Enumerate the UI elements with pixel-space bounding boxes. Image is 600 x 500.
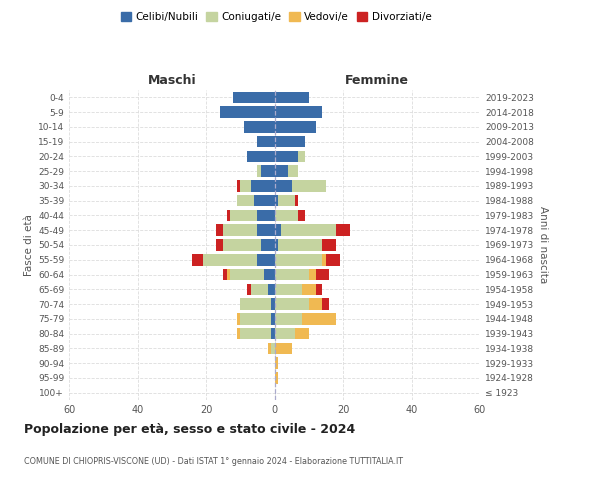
Bar <box>247 150 275 162</box>
Bar <box>288 166 298 177</box>
Bar <box>275 269 309 280</box>
Text: COMUNE DI CHIOPRIS-VISCONE (UD) - Dati ISTAT 1° gennaio 2024 - Elaborazione TUTT: COMUNE DI CHIOPRIS-VISCONE (UD) - Dati I… <box>24 458 403 466</box>
Bar <box>257 210 275 221</box>
Bar <box>309 298 322 310</box>
Bar <box>257 166 261 177</box>
Bar <box>309 269 316 280</box>
Bar <box>336 224 350 236</box>
Bar <box>223 224 257 236</box>
Bar <box>237 195 254 206</box>
Bar <box>275 239 278 251</box>
Bar <box>278 239 322 251</box>
Bar <box>216 224 223 236</box>
Bar <box>322 239 336 251</box>
Bar <box>275 136 305 147</box>
Bar <box>275 284 302 295</box>
Bar <box>316 269 329 280</box>
Text: Femmine: Femmine <box>345 74 409 87</box>
Bar <box>275 92 309 103</box>
Bar <box>254 195 275 206</box>
Bar <box>275 224 281 236</box>
Bar <box>275 166 288 177</box>
Bar <box>240 298 271 310</box>
Bar <box>275 328 295 340</box>
Bar <box>302 313 336 324</box>
Bar <box>268 342 271 354</box>
Bar <box>237 313 240 324</box>
Bar <box>257 136 275 147</box>
Bar <box>230 269 264 280</box>
Bar <box>257 254 275 266</box>
Bar <box>271 328 275 340</box>
Bar <box>240 328 271 340</box>
Bar <box>203 254 257 266</box>
Bar <box>192 254 203 266</box>
Bar <box>275 150 298 162</box>
Bar <box>278 195 295 206</box>
Bar <box>295 195 298 206</box>
Bar <box>298 150 305 162</box>
Bar <box>275 372 278 384</box>
Bar <box>216 239 223 251</box>
Bar <box>251 284 268 295</box>
Bar <box>275 210 298 221</box>
Bar <box>230 210 257 221</box>
Bar <box>227 210 230 221</box>
Bar <box>271 313 275 324</box>
Bar <box>275 342 292 354</box>
Text: Popolazione per età, sesso e stato civile - 2024: Popolazione per età, sesso e stato civil… <box>24 422 355 436</box>
Bar <box>233 92 275 103</box>
Bar <box>261 166 275 177</box>
Bar <box>275 180 292 192</box>
Bar <box>275 121 316 132</box>
Bar <box>275 358 278 369</box>
Y-axis label: Fasce di età: Fasce di età <box>24 214 34 276</box>
Bar <box>302 284 316 295</box>
Bar <box>295 328 309 340</box>
Bar <box>326 254 340 266</box>
Bar <box>298 210 305 221</box>
Bar <box>244 121 275 132</box>
Bar <box>240 313 271 324</box>
Bar <box>275 254 322 266</box>
Bar <box>275 298 309 310</box>
Bar <box>271 342 275 354</box>
Bar <box>220 106 275 118</box>
Bar <box>264 269 275 280</box>
Bar <box>240 180 251 192</box>
Bar <box>247 284 251 295</box>
Legend: Celibi/Nubili, Coniugati/e, Vedovi/e, Divorziati/e: Celibi/Nubili, Coniugati/e, Vedovi/e, Di… <box>116 8 436 26</box>
Bar <box>227 269 230 280</box>
Text: Maschi: Maschi <box>148 74 196 87</box>
Bar <box>261 239 275 251</box>
Bar <box>275 106 322 118</box>
Bar <box>223 239 261 251</box>
Bar <box>275 313 302 324</box>
Bar <box>316 284 322 295</box>
Bar <box>223 269 227 280</box>
Y-axis label: Anni di nascita: Anni di nascita <box>538 206 548 284</box>
Bar <box>281 224 336 236</box>
Bar <box>322 254 326 266</box>
Bar <box>268 284 275 295</box>
Bar <box>237 180 240 192</box>
Bar <box>257 224 275 236</box>
Bar <box>275 195 278 206</box>
Bar <box>271 298 275 310</box>
Bar <box>251 180 275 192</box>
Bar <box>237 328 240 340</box>
Bar <box>292 180 326 192</box>
Bar <box>322 298 329 310</box>
